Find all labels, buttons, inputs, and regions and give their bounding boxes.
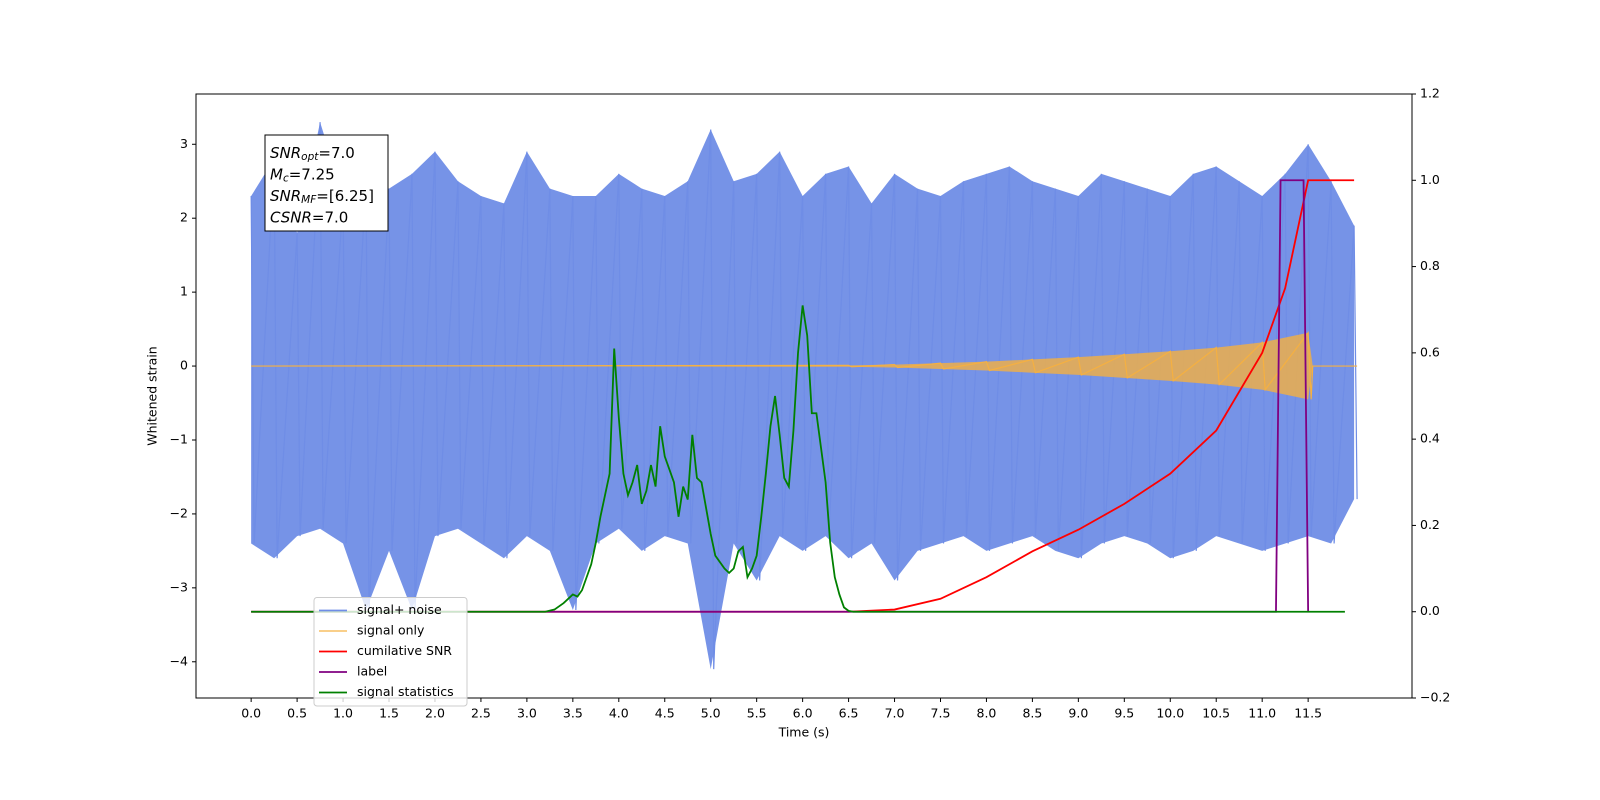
annotation-base: SNR [270, 187, 301, 205]
x-tick-label: 7.5 [931, 706, 951, 721]
x-tick-label: 1.0 [333, 706, 353, 721]
legend-label: label [357, 664, 387, 679]
x-tick-label: 7.0 [885, 706, 905, 721]
annotation: CSNR=7.0 [270, 208, 348, 226]
x-tick-label: 8.0 [977, 706, 997, 721]
annotation: Mc=7.25 [270, 165, 335, 185]
legend-label: signal+ noise [357, 602, 442, 617]
band [251, 332, 1355, 400]
x-tick-label: 4.0 [609, 706, 629, 721]
x-tick-label: 6.0 [793, 706, 813, 721]
annotation-base: M [270, 165, 283, 183]
y-tick-label: 2 [180, 210, 188, 225]
annotation-sub: opt [301, 151, 319, 163]
y-tick-label: −1 [170, 431, 188, 446]
annotation: SNRopt=7.0 [270, 144, 355, 164]
x-tick-label: 3.5 [563, 706, 583, 721]
y2-tick-label: −0.2 [1420, 690, 1450, 705]
line [251, 179, 1355, 613]
x-tick-label: 1.5 [379, 706, 399, 721]
x-tick-label: 9.0 [1068, 706, 1088, 721]
y-tick-label: 1 [180, 284, 188, 299]
annotation-base: SNR [270, 144, 301, 162]
y2-tick-label: 0.4 [1420, 431, 1440, 446]
annotation: SNRMF=[6.25] [270, 187, 374, 207]
x-tick-label: 5.0 [701, 706, 721, 721]
x-tick-label: 3.0 [517, 706, 537, 721]
y2-tick-label: 0.0 [1420, 603, 1440, 618]
line [251, 305, 1345, 613]
y2-tick-label: 0.2 [1420, 517, 1440, 532]
x-tick-label: 4.5 [655, 706, 675, 721]
x-tick-label: 2.5 [471, 706, 491, 721]
legend-label: cumilative SNR [357, 643, 452, 658]
annotation-rest: =7.0 [312, 208, 348, 226]
annotation-sub: c [283, 173, 289, 185]
y-tick-label: −3 [170, 579, 188, 594]
y-tick-label: 0 [180, 358, 188, 373]
y2-tick-label: 0.8 [1420, 258, 1440, 273]
annotation-sub: MF [301, 194, 317, 206]
legend-label: signal statistics [357, 684, 454, 699]
x-tick-label: 11.5 [1294, 706, 1322, 721]
annotation-rest: =7.25 [289, 165, 335, 183]
x-tick-label: 6.5 [839, 706, 859, 721]
annotation-base: CSNR [270, 208, 312, 226]
x-tick-label: 8.5 [1022, 706, 1042, 721]
legend: signal+ noise signal only cumilative SNR la… [313, 597, 468, 707]
plot-area [250, 122, 1358, 670]
band-outline [251, 331, 1358, 400]
x-tick-label: 0.0 [241, 706, 261, 721]
legend-frame [313, 597, 468, 707]
x-tick-label: 10.5 [1202, 706, 1230, 721]
annotation-box [264, 134, 389, 232]
y-axis-label: Whitened strain [145, 346, 160, 445]
annotation-rest: =[6.25] [316, 187, 374, 205]
x-tick-label: 2.0 [425, 706, 445, 721]
x-tick-label: 9.5 [1114, 706, 1134, 721]
annotation-rest: =7.0 [318, 144, 354, 162]
x-tick-label: 10.0 [1156, 706, 1184, 721]
legend-label: signal only [357, 623, 425, 638]
y2-tick-label: 1.0 [1420, 172, 1440, 187]
axes-frame [195, 93, 1413, 699]
y-tick-label: −2 [170, 505, 188, 520]
x-tick-label: 11.0 [1248, 706, 1276, 721]
y-tick-label: 3 [180, 136, 188, 151]
y2-tick-label: 0.6 [1420, 344, 1440, 359]
x-tick-label: 0.5 [287, 706, 307, 721]
y2-tick-label: 1.2 [1420, 86, 1440, 101]
band-outline [250, 122, 1358, 670]
x-tick-label: 5.5 [747, 706, 767, 721]
y-tick-label: −4 [170, 653, 188, 668]
x-axis-label: Time (s) [778, 725, 830, 740]
